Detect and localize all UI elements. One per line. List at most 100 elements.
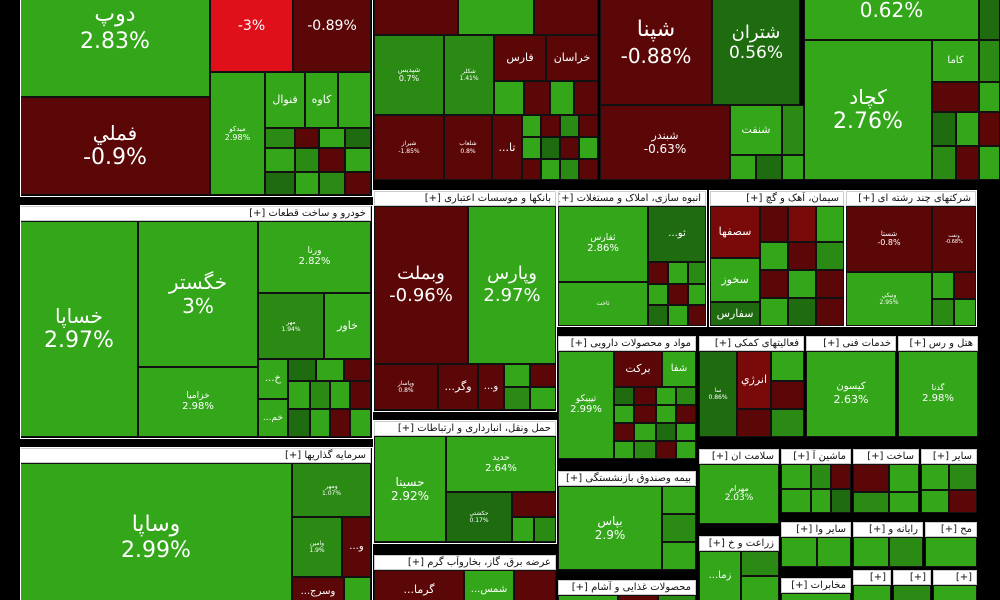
tile-small[interactable] [541,115,560,137]
tile-small[interactable] [530,387,556,410]
tile-small[interactable] [662,542,696,570]
tile-small[interactable] [688,305,706,326]
tile-mehrram[interactable]: مهرام 2.03% [699,464,779,524]
group-header-hotel[interactable]: هتل و رس [+] [898,336,978,351]
group-header-misc[interactable]: مح [+] [925,522,977,537]
tile-small[interactable] [634,405,656,423]
tile-small[interactable] [330,409,350,437]
tile-small[interactable] [522,137,541,159]
tile-vaamin[interactable]: وامين 1.9% [292,517,342,577]
tile-small[interactable] [853,464,889,492]
tile-sakhoz[interactable]: سخوز [710,258,760,302]
tile-small[interactable] [979,0,1000,40]
tile-small[interactable] [634,423,656,441]
tile-small[interactable] [979,146,1000,180]
tile-top-right[interactable]: 0.62% [804,0,979,40]
group-header-multi[interactable]: شرکتهای چند رشته ای [+] [846,191,976,206]
tile-small[interactable] [614,405,634,423]
tile-small[interactable] [816,298,844,326]
tile-small[interactable] [634,441,656,459]
tile-small[interactable] [816,206,844,242]
tile-small[interactable] [853,585,891,600]
tile-hadid[interactable]: حديد 2.64% [446,436,556,492]
tile-small[interactable] [932,82,979,112]
group-header-insurance[interactable]: بیمه وصندوق بازنشستگی [+] [558,471,696,486]
tile-small[interactable] [925,537,977,567]
tile-small[interactable] [788,270,816,298]
tile-small[interactable] [648,262,668,284]
tile-zama[interactable]: ...زما [699,551,741,600]
tile-small[interactable] [788,206,816,242]
group-header-pharma[interactable]: مواد و محصولات دارویی [+] [558,336,696,351]
tile-khazamia[interactable]: خزاميا 2.98% [138,367,258,437]
tile-small[interactable] [345,128,371,148]
tile-vanik[interactable]: ونيکي 2.95% [846,272,932,326]
tile-small[interactable] [781,464,811,489]
tile-small[interactable] [889,492,919,513]
tile-small[interactable] [648,284,668,305]
tile-small[interactable] [522,159,541,180]
tile-small[interactable] [831,489,851,513]
group-header-food[interactable]: محصولات غذایی و آشام [+] [558,580,696,595]
tile-shedis[interactable]: شپديس 0.7% [374,35,444,115]
tile-small[interactable] [688,262,706,284]
tile-barakat[interactable]: برکت [614,351,662,387]
group-header-health[interactable]: سلامت ان [+] [699,449,779,464]
tile-small[interactable] [504,364,530,387]
tile-khesapa[interactable]: خساپا 2.97% [20,221,138,437]
group-header-invest[interactable]: سرمایه گذاریها [+] [20,448,371,463]
tile-small[interactable] [345,148,371,172]
tile-small[interactable] [316,359,344,381]
tile-vo[interactable]: ...و [478,364,504,410]
tile-small[interactable] [614,423,634,441]
group-header-x3[interactable]: [+] [933,570,977,585]
tile-small[interactable] [288,359,316,381]
tile-vaghar[interactable]: ...وگر [438,364,478,410]
tile-small[interactable] [676,441,696,459]
tile-shasta[interactable]: شستا -0.8% [846,206,932,272]
tile-tipiko[interactable]: تيپيکو 2.99% [558,351,614,459]
tile-small[interactable] [288,381,310,409]
tile-small[interactable] [656,405,676,423]
tile-small[interactable] [524,81,550,115]
group-header-aux[interactable]: فعالیتهای کمکی [+] [699,336,804,351]
tile-small[interactable] [614,387,634,405]
tile-small[interactable] [618,595,658,600]
tile-small[interactable] [781,537,817,567]
tile-small[interactable] [319,148,345,172]
tile-small[interactable] [530,364,556,387]
tile-dop[interactable]: دوپ 2.83% [20,0,210,97]
tile-small[interactable] [760,206,788,242]
tile-small[interactable] [853,492,889,513]
group-header-auto[interactable]: خودرو و ساخت قطعات [+] [20,206,371,221]
tile-small[interactable] [816,270,844,298]
tile-small[interactable] [781,593,851,600]
tile-small[interactable] [816,242,844,270]
tile-small[interactable] [662,514,696,542]
tile-small[interactable] [771,381,804,409]
tile-small[interactable] [921,490,949,513]
tile-small[interactable] [560,137,579,159]
tile-small[interactable] [574,81,598,115]
tile-small[interactable] [374,0,458,35]
tile-thajad[interactable]: ثاخت [558,282,648,326]
tile-shams[interactable]: ...شمس [464,570,514,600]
tile-kama[interactable]: کاما [932,40,979,82]
group-header-x2[interactable]: [+] [893,570,931,585]
tile-small[interactable] [550,81,574,115]
tile-small[interactable] [889,537,923,567]
tile-small[interactable] [344,359,371,381]
tile-small[interactable] [921,464,949,490]
tile-small[interactable] [932,112,956,146]
tile-small[interactable] [676,423,696,441]
tile-small[interactable] [541,137,560,159]
tile-small[interactable] [933,585,977,600]
tile-small[interactable] [737,409,771,437]
tile-thao[interactable]: ...ثو [648,206,706,262]
tile-small[interactable] [656,441,676,459]
tile-small[interactable] [811,489,831,513]
tile-vabemellat[interactable]: وبملت -0.96% [374,206,468,364]
tile-khavar[interactable]: خاور [324,293,371,359]
tile-small[interactable] [350,409,371,437]
tile-ta[interactable]: ...تا [492,115,522,180]
